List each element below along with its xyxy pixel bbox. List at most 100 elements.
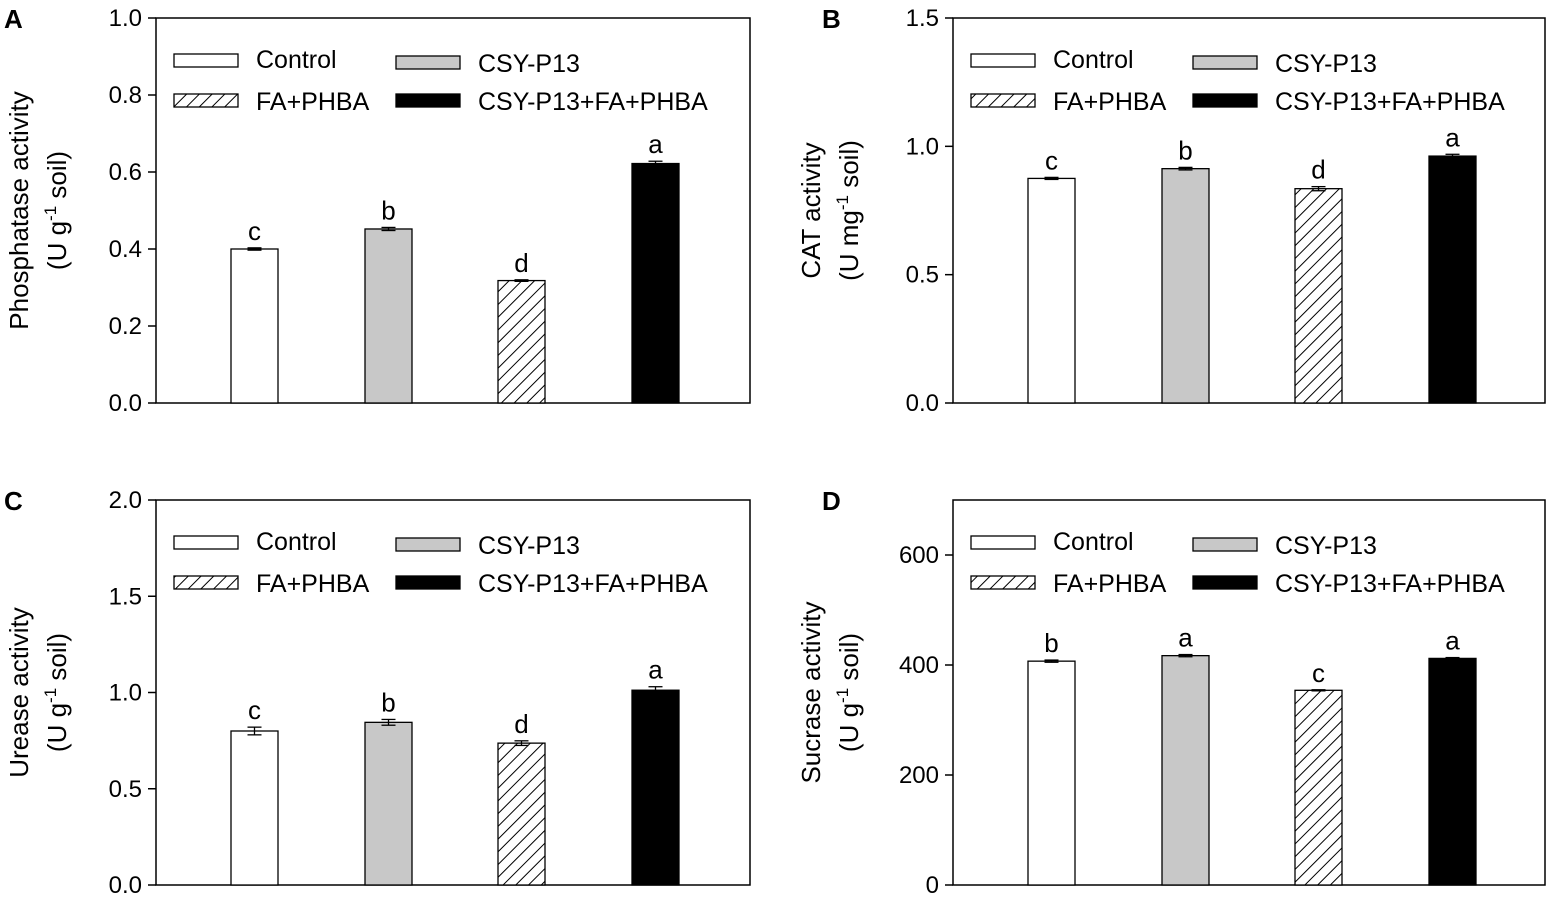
bar-2 bbox=[364, 721, 413, 886]
significance-letter: b bbox=[381, 687, 395, 717]
legend-swatch-4 bbox=[1192, 575, 1258, 590]
y-tick-label: 0.8 bbox=[109, 82, 142, 109]
panel-label: B bbox=[822, 4, 841, 34]
unit-superscript: -1 bbox=[41, 206, 60, 221]
significance-letter: b bbox=[1044, 628, 1058, 658]
significance-letter: d bbox=[514, 248, 528, 278]
plot-frame bbox=[155, 17, 751, 404]
unit-superscript: -1 bbox=[833, 688, 852, 703]
y-tick-label: 0.0 bbox=[906, 390, 939, 417]
unit-superscript: -1 bbox=[41, 688, 60, 703]
significance-letter: a bbox=[1445, 626, 1460, 656]
bar-1 bbox=[230, 248, 279, 404]
legend-swatch-2 bbox=[395, 55, 461, 70]
y-tick-label: 1.0 bbox=[906, 133, 939, 160]
legend-swatch-4 bbox=[395, 575, 461, 590]
panel-label: C bbox=[4, 486, 23, 516]
unit-text: (U mg bbox=[834, 210, 864, 281]
y-tick-label: 0.2 bbox=[109, 313, 142, 340]
bar-1 bbox=[230, 730, 279, 886]
y-axis-title: CAT activity bbox=[796, 142, 826, 278]
bar-4 bbox=[1428, 657, 1477, 886]
legend-swatch-2 bbox=[1192, 55, 1258, 70]
legend-swatch-3 bbox=[970, 93, 1036, 108]
y-tick-label: 400 bbox=[899, 652, 939, 679]
unit-superscript: -1 bbox=[833, 195, 852, 210]
legend: Control CSY-P13 FA+PHBA CSY-P13+FA+PHBA bbox=[970, 46, 1505, 116]
legend-label: CSY-P13+FA+PHBA bbox=[478, 88, 708, 116]
legend-label: Control bbox=[1053, 46, 1134, 74]
panel-label: D bbox=[822, 486, 841, 516]
y-axis-unit: (U g-1 soil) bbox=[833, 633, 864, 752]
y-tick-label: 2.0 bbox=[109, 487, 142, 514]
bar-1 bbox=[1027, 177, 1076, 404]
bar-1 bbox=[1027, 660, 1076, 886]
y-tick-label: 600 bbox=[899, 542, 939, 569]
legend-label: FA+PHBA bbox=[256, 570, 370, 598]
legend-label: FA+PHBA bbox=[1053, 88, 1167, 116]
y-tick-label: 1.0 bbox=[109, 680, 142, 707]
unit-text: soil) bbox=[834, 633, 864, 688]
significance-letter: c bbox=[248, 216, 261, 246]
significance-letter: c bbox=[1312, 658, 1325, 688]
legend-label: CSY-P13 bbox=[478, 50, 580, 78]
y-tick-label: 0.5 bbox=[109, 776, 142, 803]
bar-2 bbox=[364, 228, 413, 404]
y-tick-label: 0.5 bbox=[906, 262, 939, 289]
legend-swatch-2 bbox=[1192, 537, 1258, 552]
legend-swatch-1 bbox=[970, 53, 1036, 68]
bar-3 bbox=[497, 279, 546, 404]
y-axis-unit: (U g-1 soil) bbox=[41, 633, 72, 752]
legend-label: CSY-P13 bbox=[478, 532, 580, 560]
legend-swatch-1 bbox=[970, 535, 1036, 550]
significance-letter: a bbox=[1178, 623, 1193, 653]
y-axis-title: Urease activity bbox=[4, 607, 34, 778]
y-tick-label: 1.5 bbox=[906, 5, 939, 32]
unit-text: soil) bbox=[42, 633, 72, 688]
significance-letter: a bbox=[648, 655, 663, 685]
y-axis-title: Sucrase activity bbox=[796, 601, 826, 783]
y-axis-unit: (U mg-1 soil) bbox=[833, 140, 864, 281]
panel-label: A bbox=[4, 4, 23, 34]
legend-swatch-3 bbox=[173, 93, 239, 108]
y-tick-label: 0.4 bbox=[109, 236, 142, 263]
legend-label: Control bbox=[256, 46, 337, 74]
legend-swatch-3 bbox=[173, 575, 239, 590]
y-tick-label: 0 bbox=[926, 872, 939, 899]
y-tick-label: 200 bbox=[899, 762, 939, 789]
legend-label: Control bbox=[1053, 528, 1134, 556]
legend-swatch-4 bbox=[1192, 93, 1258, 108]
y-tick-label: 0.6 bbox=[109, 159, 142, 186]
unit-text: (U g bbox=[834, 703, 864, 752]
legend: Control CSY-P13 FA+PHBA CSY-P13+FA+PHBA bbox=[173, 46, 708, 116]
y-tick-label: 0.0 bbox=[109, 872, 142, 899]
y-tick-label: 1.5 bbox=[109, 583, 142, 610]
significance-letter: c bbox=[248, 695, 261, 725]
plot-frame bbox=[952, 499, 1546, 886]
legend-swatch-3 bbox=[970, 575, 1036, 590]
significance-letter: d bbox=[1311, 155, 1325, 185]
y-axis-unit: (U g-1 soil) bbox=[41, 151, 72, 270]
y-tick-label: 0.0 bbox=[109, 390, 142, 417]
y-tick-label: 1.0 bbox=[109, 5, 142, 32]
legend-label: CSY-P13+FA+PHBA bbox=[1275, 570, 1505, 598]
legend-swatch-2 bbox=[395, 537, 461, 552]
unit-text: soil) bbox=[42, 151, 72, 206]
bar-3 bbox=[1294, 689, 1343, 886]
legend-label: FA+PHBA bbox=[1053, 570, 1167, 598]
legend-label: CSY-P13 bbox=[1275, 532, 1377, 560]
legend: Control CSY-P13 FA+PHBA CSY-P13+FA+PHBA bbox=[970, 528, 1505, 598]
significance-letter: a bbox=[648, 129, 663, 159]
significance-letter: b bbox=[381, 195, 395, 225]
legend-swatch-4 bbox=[395, 93, 461, 108]
legend: Control CSY-P13 FA+PHBA CSY-P13+FA+PHBA bbox=[173, 528, 708, 598]
unit-text: soil) bbox=[834, 140, 864, 195]
panel-c: C 0.0 0.5 1.0 1.5 2.0 Urease activity (U g-1 so… bbox=[4, 486, 751, 899]
significance-letter: b bbox=[1178, 135, 1192, 165]
legend-swatch-1 bbox=[173, 53, 239, 68]
legend-label: Control bbox=[256, 528, 337, 556]
